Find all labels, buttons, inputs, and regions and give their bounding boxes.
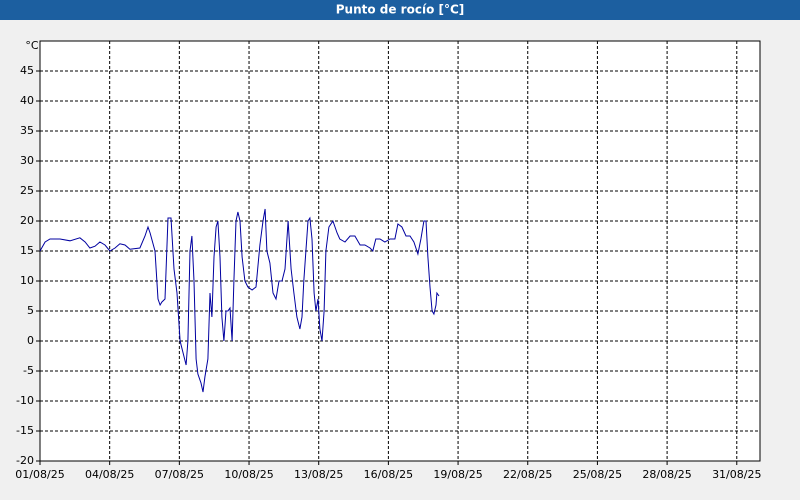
x-tick-label: 28/08/25 — [642, 468, 691, 481]
x-tick-label: 25/08/25 — [573, 468, 622, 481]
x-tick-label: 10/08/25 — [224, 468, 273, 481]
x-tick-label: 01/08/25 — [15, 468, 64, 481]
y-tick-label: 35 — [20, 124, 34, 137]
y-tick-label: 10 — [20, 274, 34, 287]
y-tick-label: 5 — [27, 304, 34, 317]
y-tick-label: 25 — [20, 184, 34, 197]
chart-title: Punto de rocío [°C] — [336, 3, 465, 17]
x-tick-label: 16/08/25 — [364, 468, 413, 481]
y-tick-label: -10 — [16, 394, 34, 407]
data-line — [39, 208, 440, 393]
y-tick-label: -15 — [16, 424, 34, 437]
y-tick-label: 0 — [27, 334, 34, 347]
x-tick-label: 04/08/25 — [85, 468, 134, 481]
x-tick-label: 31/08/25 — [712, 468, 761, 481]
title-bar — [0, 0, 800, 20]
y-tick-label: 45 — [20, 64, 34, 77]
x-tick-label: 07/08/25 — [155, 468, 204, 481]
y-axis-label: °C — [25, 39, 39, 52]
y-tick-label: -5 — [23, 364, 34, 377]
y-tick-label: 15 — [20, 244, 34, 257]
x-tick-label: 19/08/25 — [433, 468, 482, 481]
y-tick-label: 40 — [20, 94, 34, 107]
y-tick-label: 20 — [20, 214, 34, 227]
y-tick-label: -20 — [16, 454, 34, 467]
x-tick-label: 22/08/25 — [503, 468, 552, 481]
x-tick-label: 13/08/25 — [294, 468, 343, 481]
y-tick-label: 30 — [20, 154, 34, 167]
